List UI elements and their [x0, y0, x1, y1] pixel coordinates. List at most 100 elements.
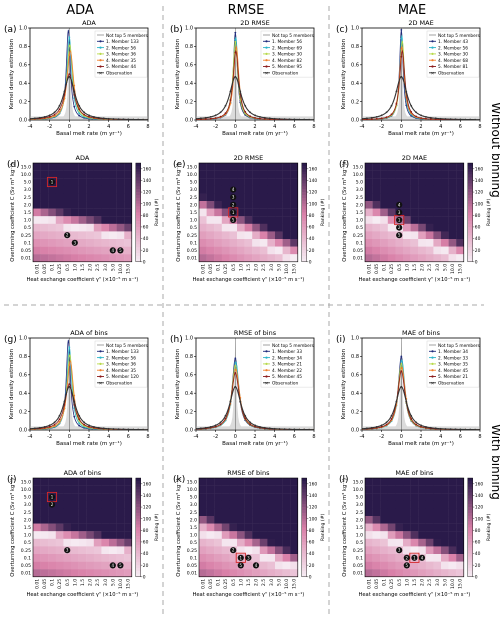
heatmap-cell: [403, 193, 411, 202]
observation-line-marker: [147, 428, 148, 430]
x-tick-label: 5.0: [110, 579, 116, 586]
heatmap-cell: [456, 254, 464, 262]
heatmap-cell: [380, 478, 388, 486]
colorbar-segment: [301, 258, 307, 263]
heatmap-cell: [109, 178, 117, 186]
colorbar-tick-label: 160: [309, 481, 318, 487]
legend-label-not-top: Not top 5 members: [438, 343, 481, 349]
heatmap-cell: [237, 208, 245, 217]
panel-letter: (c): [336, 25, 348, 35]
heatmap-cell: [206, 163, 215, 171]
y-tick-label: 0.05: [187, 248, 197, 254]
heatmap-cell: [48, 208, 56, 217]
rank-marker-label-2: 2: [398, 225, 401, 230]
heatmap-cell: [33, 178, 41, 186]
colorbar-tick-label: 20: [309, 563, 315, 569]
heatmap-cell: [221, 485, 230, 494]
heatmap-cell: [78, 246, 87, 255]
colorbar-segment: [467, 565, 473, 569]
heatmap-cell: [448, 554, 457, 562]
y-tick-label: 0.8: [19, 354, 27, 360]
heatmap-cell: [124, 531, 132, 539]
heatmap-cell: [229, 254, 238, 262]
heatmap-cell: [365, 201, 373, 209]
heatmap-cell: [410, 531, 419, 539]
heatmap-cell: [124, 485, 132, 494]
rank-marker-2: [396, 224, 403, 231]
colorbar-label: Ranking (#): [320, 513, 326, 541]
colorbar-segment: [135, 489, 141, 493]
observation-line-marker: [93, 425, 95, 428]
heatmap-cell: [55, 254, 64, 262]
heatmap-cell: [86, 223, 94, 232]
heatmap-cell: [410, 185, 419, 194]
colorbar-tick-label: 60: [143, 225, 149, 231]
heatmap-cell: [252, 163, 260, 171]
heatmap-cell: [206, 531, 215, 539]
heatmap-cell: [403, 254, 411, 262]
observation-line-marker: [370, 426, 373, 429]
heatmap-frame: [198, 477, 299, 578]
heatmap-cell: [275, 208, 283, 217]
heatmap-cell: [275, 569, 283, 577]
series-line-1-marker: [73, 105, 76, 108]
rank-marker-label-3: 3: [247, 555, 250, 560]
heatmap-cell: [229, 508, 238, 517]
heatmap-cell: [221, 185, 230, 194]
y-tick-label: 0.25: [353, 233, 363, 239]
heatmap-cell: [199, 554, 207, 562]
heatmap-cell: [244, 216, 253, 224]
colorbar-segment: [301, 553, 307, 557]
heatmap-cell: [252, 201, 260, 209]
heatmap-cell: [55, 531, 64, 539]
heatmap-cell: [259, 193, 268, 202]
y-tick-label: 0.0: [351, 118, 359, 124]
heatmap-cell: [380, 185, 388, 194]
colorbar-segment: [467, 247, 473, 251]
heatmap-cell: [282, 531, 291, 539]
y-tick-label: 0.0: [185, 428, 193, 434]
heatmap-cell: [282, 478, 291, 486]
series-line-4-marker: [68, 54, 71, 56]
x-tick-label: 5.0: [276, 579, 282, 586]
y-tick-label: 5.0: [356, 180, 363, 186]
heatmap-cell: [380, 508, 388, 517]
heatmap-cell: [199, 531, 207, 539]
heatmap-cell: [237, 163, 245, 171]
colorbar-segment: [301, 253, 307, 257]
heatmap-cell: [237, 223, 245, 232]
observation-line-marker: [298, 428, 301, 430]
series-line-3-marker: [234, 364, 237, 367]
heatmap-cell: [267, 500, 276, 509]
x-tick-label: 0.05: [374, 579, 380, 589]
panel-b: (b)2D RMSE-4 -2 0 2 4 6 80.00.20.40.60.81.0Bas…: [170, 19, 316, 137]
series-line-5-marker: [53, 423, 56, 426]
observation-line-marker: [239, 90, 242, 93]
heatmap-cell: [372, 223, 381, 232]
panel-letter: (b): [170, 25, 183, 35]
observation-line-marker: [459, 118, 462, 120]
colorbar-tick-label: 40: [475, 236, 481, 242]
heatmap-cell: [456, 478, 464, 486]
heatmap-cell: [109, 185, 117, 194]
heatmap-cell: [387, 554, 396, 562]
heatmap-cell: [33, 246, 41, 255]
legend-label-observation: Observation: [272, 71, 298, 77]
colorbar-segment: [135, 189, 141, 193]
y-tick-label: 10.0: [187, 172, 197, 178]
colorbar-segment: [135, 238, 141, 242]
heatmap-cell: [380, 201, 388, 209]
heatmap-cell: [387, 516, 396, 524]
colorbar-tick-label: 60: [143, 540, 149, 546]
series-line-5-marker: [263, 118, 266, 120]
series-line-2-marker: [68, 36, 71, 39]
heatmap-cell: [433, 170, 442, 179]
heatmap-cell: [199, 478, 207, 486]
heatmap-cell: [380, 538, 388, 547]
heatmap-cell: [418, 538, 426, 547]
heatmap-cell: [86, 508, 94, 517]
heatmap-cell: [403, 208, 411, 217]
rank-marker-label-5: 5: [119, 563, 122, 568]
colorbar-segment: [467, 218, 473, 222]
heatmap-cell: [109, 493, 117, 501]
